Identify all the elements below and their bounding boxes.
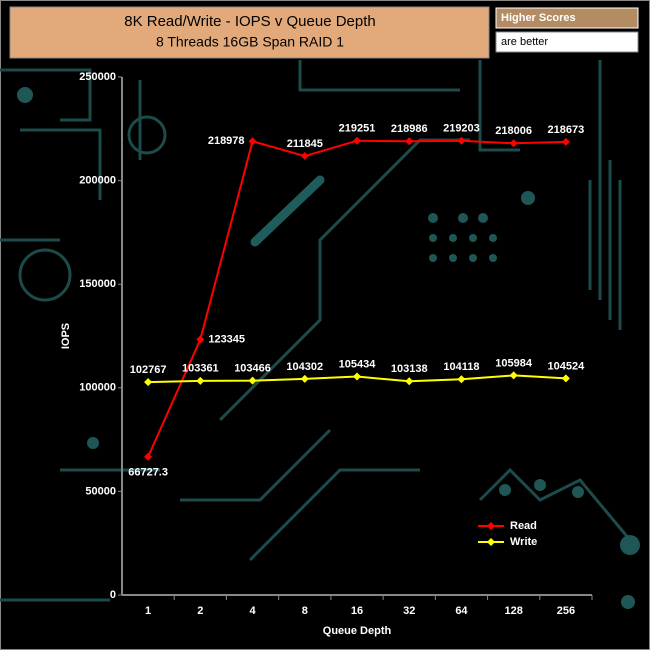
marker	[405, 377, 414, 386]
marker	[196, 335, 205, 344]
value-label: 219251	[339, 123, 376, 135]
marker	[405, 137, 414, 146]
marker	[561, 374, 570, 383]
badge-text: Higher Scores	[501, 12, 576, 24]
y-tick-label: 0	[110, 589, 116, 601]
value-label: 103138	[391, 363, 428, 375]
value-label: 105984	[495, 357, 533, 369]
x-tick-label: 8	[302, 605, 308, 617]
value-label: 218673	[548, 124, 585, 136]
x-tick-label: 128	[504, 605, 522, 617]
chart-subtitle: 8 Threads 16GB Span RAID 1	[156, 34, 344, 50]
decoration	[0, 60, 640, 609]
value-label: 219203	[443, 123, 480, 135]
chart-title: 8K Read/Write - IOPS v Queue Depth	[124, 13, 376, 30]
y-axis-label: IOPS	[60, 323, 72, 349]
badge-box	[495, 7, 639, 29]
x-axis-label: Queue Depth	[323, 625, 392, 637]
y-tick-label: 200000	[79, 175, 116, 187]
marker	[300, 152, 309, 161]
marker	[248, 376, 257, 385]
x-tick-label: 4	[249, 605, 256, 617]
marker	[144, 378, 153, 387]
value-label: 102767	[130, 364, 167, 376]
y-tick-label: 250000	[79, 71, 116, 83]
marker	[353, 372, 361, 381]
marker	[300, 374, 309, 383]
y-tick-label: 100000	[79, 382, 116, 394]
value-label: 104118	[443, 361, 479, 373]
x-tick-label: 64	[455, 605, 468, 617]
marker	[248, 137, 257, 146]
marker	[457, 136, 466, 145]
marker	[353, 136, 361, 145]
legend-label: Write	[510, 536, 537, 548]
legend-marker	[487, 538, 495, 546]
value-label: 104302	[286, 361, 323, 373]
marker	[509, 371, 518, 380]
marker	[561, 137, 570, 146]
marker	[509, 139, 518, 148]
marker	[196, 376, 205, 385]
value-label: 218986	[391, 123, 428, 135]
marker	[457, 375, 466, 384]
badge-box	[495, 31, 639, 53]
x-tick-label: 32	[403, 605, 415, 617]
value-label: 123345	[208, 333, 245, 345]
value-label: 218978	[208, 135, 245, 147]
legend-marker	[487, 522, 495, 530]
x-tick-label: 1	[145, 605, 151, 617]
x-tick-label: 256	[557, 605, 575, 617]
legend-label: Read	[510, 520, 537, 532]
x-tick-label: 16	[351, 605, 363, 617]
value-label: 66727.3	[128, 467, 168, 479]
value-label: 105434	[339, 358, 377, 370]
y-tick-label: 150000	[79, 278, 116, 290]
value-label: 211845	[287, 138, 323, 150]
x-tick-label: 2	[197, 605, 203, 617]
value-label: 104524	[548, 360, 586, 372]
value-label: 218006	[495, 125, 532, 137]
y-tick-label: 50000	[85, 485, 116, 497]
marker	[144, 452, 153, 461]
badge-text: are better	[501, 36, 548, 48]
title-box	[9, 6, 490, 59]
value-label: 103466	[234, 363, 271, 375]
value-label: 103361	[182, 363, 219, 375]
